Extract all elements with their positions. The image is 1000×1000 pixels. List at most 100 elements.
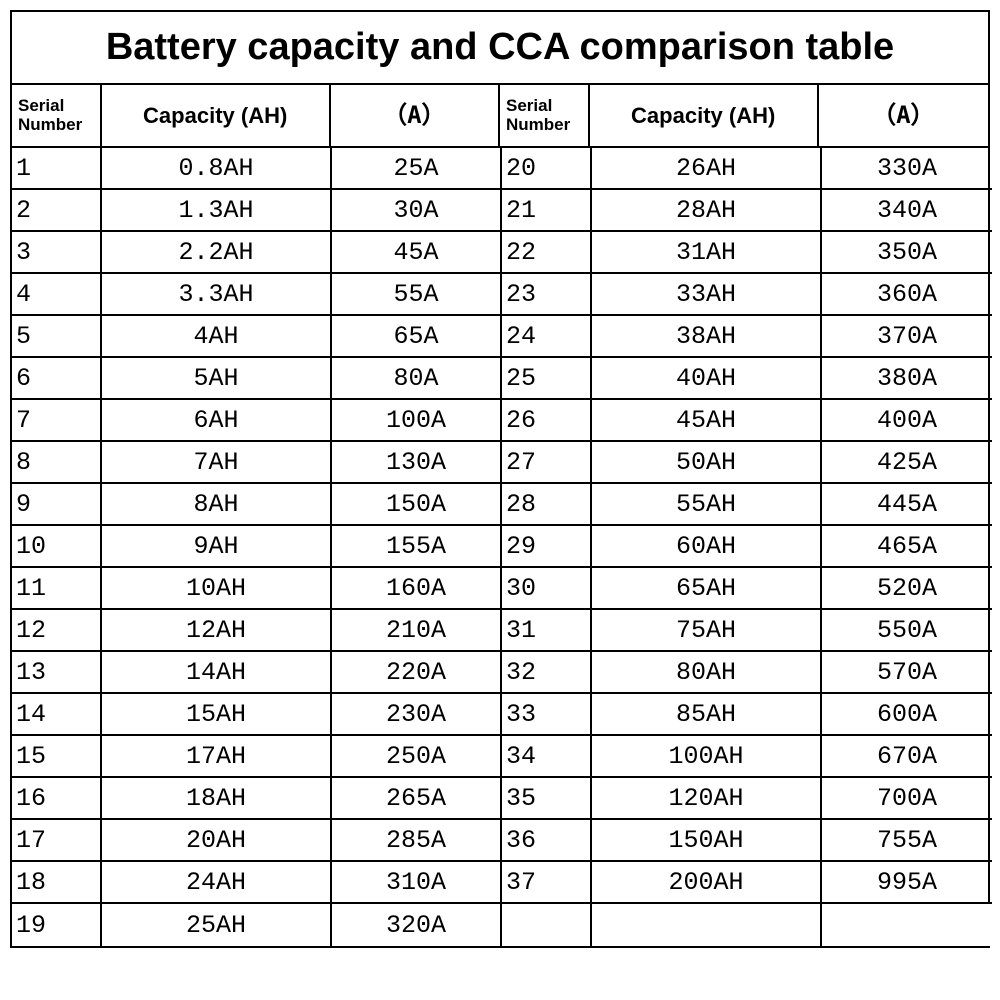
cell-capacity: 17AH [102, 736, 332, 776]
cell-serial: 16 [12, 778, 102, 818]
cell-amps: 155A [332, 526, 502, 566]
cell-capacity: 15AH [102, 694, 332, 734]
cell-amps: 570A [822, 652, 992, 692]
cell-capacity: 5AH [102, 358, 332, 398]
cell-serial: 20 [502, 148, 592, 188]
cell-amps: 600A [822, 694, 992, 734]
cell-serial: 18 [12, 862, 102, 902]
cell-capacity: 4AH [102, 316, 332, 356]
col-serial-2: Serial Number [500, 85, 590, 146]
cell-capacity: 6AH [102, 400, 332, 440]
cell-amps: 700A [822, 778, 992, 818]
table-row: 1824AH310A [12, 862, 502, 904]
cell-capacity: 8AH [102, 484, 332, 524]
cell-amps: 65A [332, 316, 502, 356]
cell-serial: 30 [502, 568, 592, 608]
cell-capacity: 33AH [592, 274, 822, 314]
cell-amps: 55A [332, 274, 502, 314]
table-row: 2855AH445A [502, 484, 992, 526]
table-body: 10.8AH25A21.3AH30A32.2AH45A43.3AH55A54AH… [12, 148, 988, 946]
cell-serial: 10 [12, 526, 102, 566]
cell-amps: 250A [332, 736, 502, 776]
table-row: 21.3AH30A [12, 190, 502, 232]
cell-capacity: 24AH [102, 862, 332, 902]
cell-capacity: 200AH [592, 862, 822, 902]
cell-amps [822, 904, 992, 946]
cell-amps: 210A [332, 610, 502, 650]
cell-capacity: 85AH [592, 694, 822, 734]
cell-serial: 22 [502, 232, 592, 272]
table-row: 10.8AH25A [12, 148, 502, 190]
col-amps-2: （A） [819, 85, 988, 146]
table-row: 3175AH550A [502, 610, 992, 652]
cell-amps: 100A [332, 400, 502, 440]
cell-serial: 11 [12, 568, 102, 608]
cell-capacity: 28AH [592, 190, 822, 230]
cell-amps: 160A [332, 568, 502, 608]
cell-amps: 370A [822, 316, 992, 356]
table-row: 1720AH285A [12, 820, 502, 862]
col-capacity-2: Capacity (AH) [590, 85, 819, 146]
cell-serial: 25 [502, 358, 592, 398]
cell-amps: 465A [822, 526, 992, 566]
table-row: 2960AH465A [502, 526, 992, 568]
cell-serial: 9 [12, 484, 102, 524]
cell-capacity: 10AH [102, 568, 332, 608]
cell-serial: 26 [502, 400, 592, 440]
table-row: 65AH80A [12, 358, 502, 400]
cell-amps: 340A [822, 190, 992, 230]
cell-serial: 19 [12, 904, 102, 946]
cell-capacity: 75AH [592, 610, 822, 650]
table-row: 54AH65A [12, 316, 502, 358]
cell-serial: 15 [12, 736, 102, 776]
cell-serial: 12 [12, 610, 102, 650]
cell-serial: 36 [502, 820, 592, 860]
cell-serial: 34 [502, 736, 592, 776]
cell-serial: 14 [12, 694, 102, 734]
cell-amps: 520A [822, 568, 992, 608]
table-row: 37200AH995A [502, 862, 992, 904]
cell-capacity: 55AH [592, 484, 822, 524]
table-row: 1314AH220A [12, 652, 502, 694]
table-row: 1517AH250A [12, 736, 502, 778]
battery-cca-table: Battery capacity and CCA comparison tabl… [10, 10, 990, 948]
cell-serial: 28 [502, 484, 592, 524]
cell-capacity: 150AH [592, 820, 822, 860]
cell-capacity: 25AH [102, 904, 332, 946]
cell-serial: 7 [12, 400, 102, 440]
cell-amps: 150A [332, 484, 502, 524]
cell-serial: 13 [12, 652, 102, 692]
table-row: 2231AH350A [502, 232, 992, 274]
table-row: 43.3AH55A [12, 274, 502, 316]
cell-amps: 755A [822, 820, 992, 860]
cell-serial: 32 [502, 652, 592, 692]
cell-capacity: 26AH [592, 148, 822, 188]
cell-capacity: 12AH [102, 610, 332, 650]
cell-capacity [592, 904, 822, 946]
cell-serial: 17 [12, 820, 102, 860]
cell-capacity: 60AH [592, 526, 822, 566]
table-row: 2645AH400A [502, 400, 992, 442]
cell-serial [502, 904, 592, 946]
cell-amps: 220A [332, 652, 502, 692]
cell-serial: 6 [12, 358, 102, 398]
cell-amps: 230A [332, 694, 502, 734]
cell-amps: 425A [822, 442, 992, 482]
table-header-row: Serial Number Capacity (AH) （A） Serial N… [12, 85, 988, 148]
cell-capacity: 65AH [592, 568, 822, 608]
cell-capacity: 38AH [592, 316, 822, 356]
table-row: 3065AH520A [502, 568, 992, 610]
cell-serial: 5 [12, 316, 102, 356]
table-row: 109AH155A [12, 526, 502, 568]
cell-amps: 320A [332, 904, 502, 946]
table-row: 87AH130A [12, 442, 502, 484]
cell-capacity: 7AH [102, 442, 332, 482]
cell-serial: 3 [12, 232, 102, 272]
table-right-half: 2026AH330A2128AH340A2231AH350A2333AH360A… [502, 148, 992, 946]
table-row: 2438AH370A [502, 316, 992, 358]
table-row: 3385AH600A [502, 694, 992, 736]
cell-capacity: 50AH [592, 442, 822, 482]
cell-capacity: 100AH [592, 736, 822, 776]
cell-serial: 21 [502, 190, 592, 230]
col-capacity-1: Capacity (AH) [102, 85, 331, 146]
